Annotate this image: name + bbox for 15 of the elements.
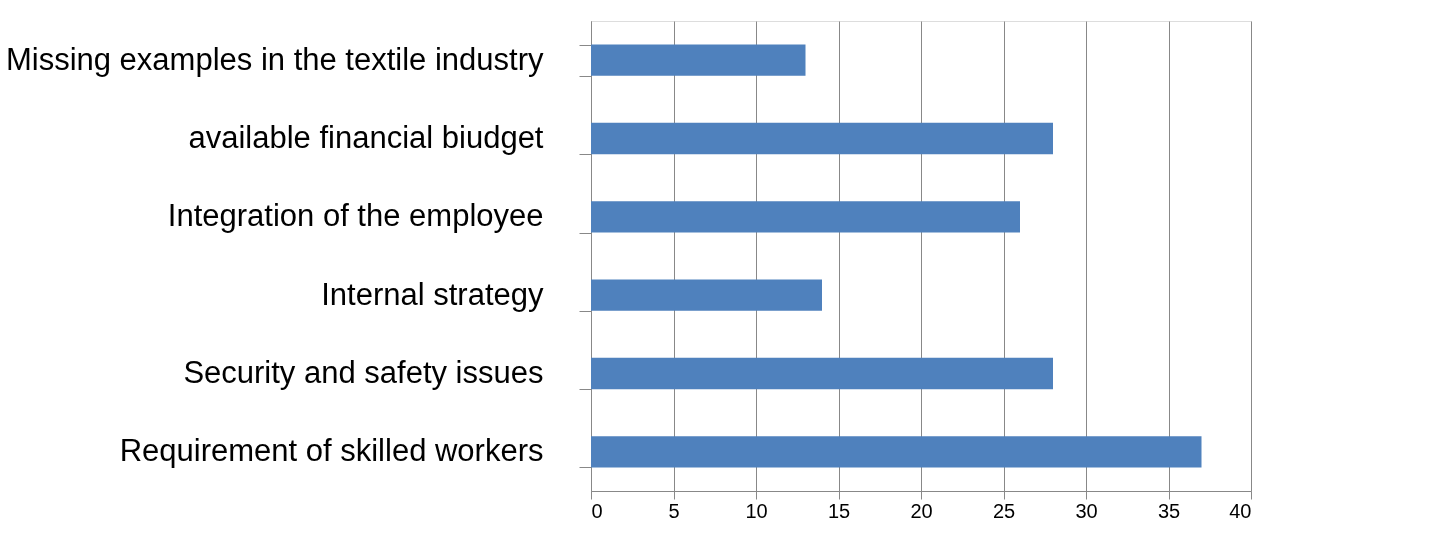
x-tick-label: 25 xyxy=(992,499,1016,522)
y-tick-label: Internal strategy xyxy=(321,276,544,312)
y-tick-label: Integration of the employee xyxy=(167,198,544,234)
x-tick-label: 35 xyxy=(1157,499,1181,522)
y-tick-label: Requirement of skilled workers xyxy=(119,433,544,469)
x-tick-label: 40 xyxy=(1229,499,1252,522)
x-tick-label: 10 xyxy=(745,499,768,522)
y-tick-label: available financial biudget xyxy=(188,120,544,155)
x-tick-label: 5 xyxy=(668,499,680,522)
x-tick-label: 0 xyxy=(591,499,603,522)
x-tick-label: 30 xyxy=(1075,499,1098,522)
y-tick-label: Missing examples in the textile industry xyxy=(5,41,544,77)
x-tick-label: 15 xyxy=(827,499,851,522)
x-tick-label: 20 xyxy=(910,499,933,522)
y-tick-label: Security and safety issues xyxy=(183,355,544,390)
